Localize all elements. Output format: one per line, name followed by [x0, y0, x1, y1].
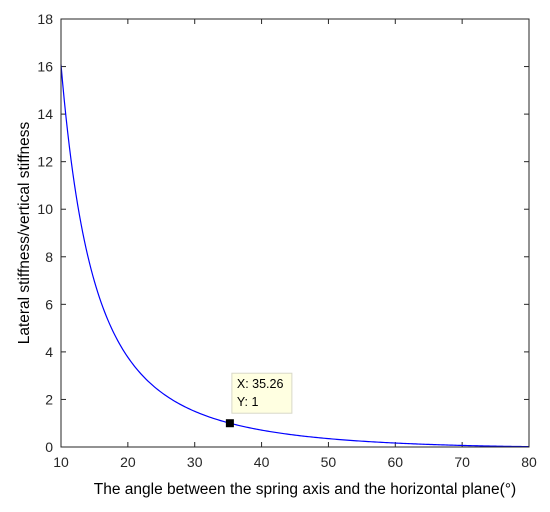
x-tick-label: 70	[454, 454, 470, 470]
y-tick-label: 18	[37, 11, 53, 27]
datatip-box	[231, 372, 293, 414]
y-tick-label: 4	[45, 344, 53, 360]
datatip-x-label: X: 35.26	[237, 377, 284, 391]
series-line	[60, 64, 530, 448]
y-tick-label: 8	[45, 249, 53, 265]
y-tick-label: 2	[45, 391, 53, 407]
datatip-y-label: Y: 1	[237, 395, 259, 409]
plot-frame	[60, 18, 530, 448]
y-tick-label: 0	[45, 439, 53, 455]
y-axis-title: Lateral stiffness/vertical stiffness	[16, 121, 33, 344]
x-tick-label: 60	[387, 454, 403, 470]
x-tick-label: 50	[321, 454, 337, 470]
x-axis-title: The angle between the spring axis and th…	[94, 481, 516, 498]
y-tick-label: 10	[37, 201, 53, 217]
x-tick-label: 10	[53, 454, 69, 470]
plot-area	[61, 19, 529, 447]
y-tick-label: 14	[37, 106, 53, 122]
x-tick-label: 40	[254, 454, 270, 470]
x-tick-label: 20	[120, 454, 136, 470]
datatip-marker[interactable]	[225, 419, 234, 428]
y-tick-label: 6	[45, 296, 53, 312]
x-tick-label: 80	[521, 454, 537, 470]
x-tick-label: 30	[187, 454, 203, 470]
y-tick-label: 12	[37, 154, 53, 170]
datatip[interactable]: X: 35.26 Y: 1	[225, 372, 293, 428]
y-tick-label: 16	[37, 59, 53, 75]
axis-tick-labels: 10 20 30 40 50 60 70 80 0 2 4 6 8 10 12 14 16 18	[37, 11, 537, 470]
